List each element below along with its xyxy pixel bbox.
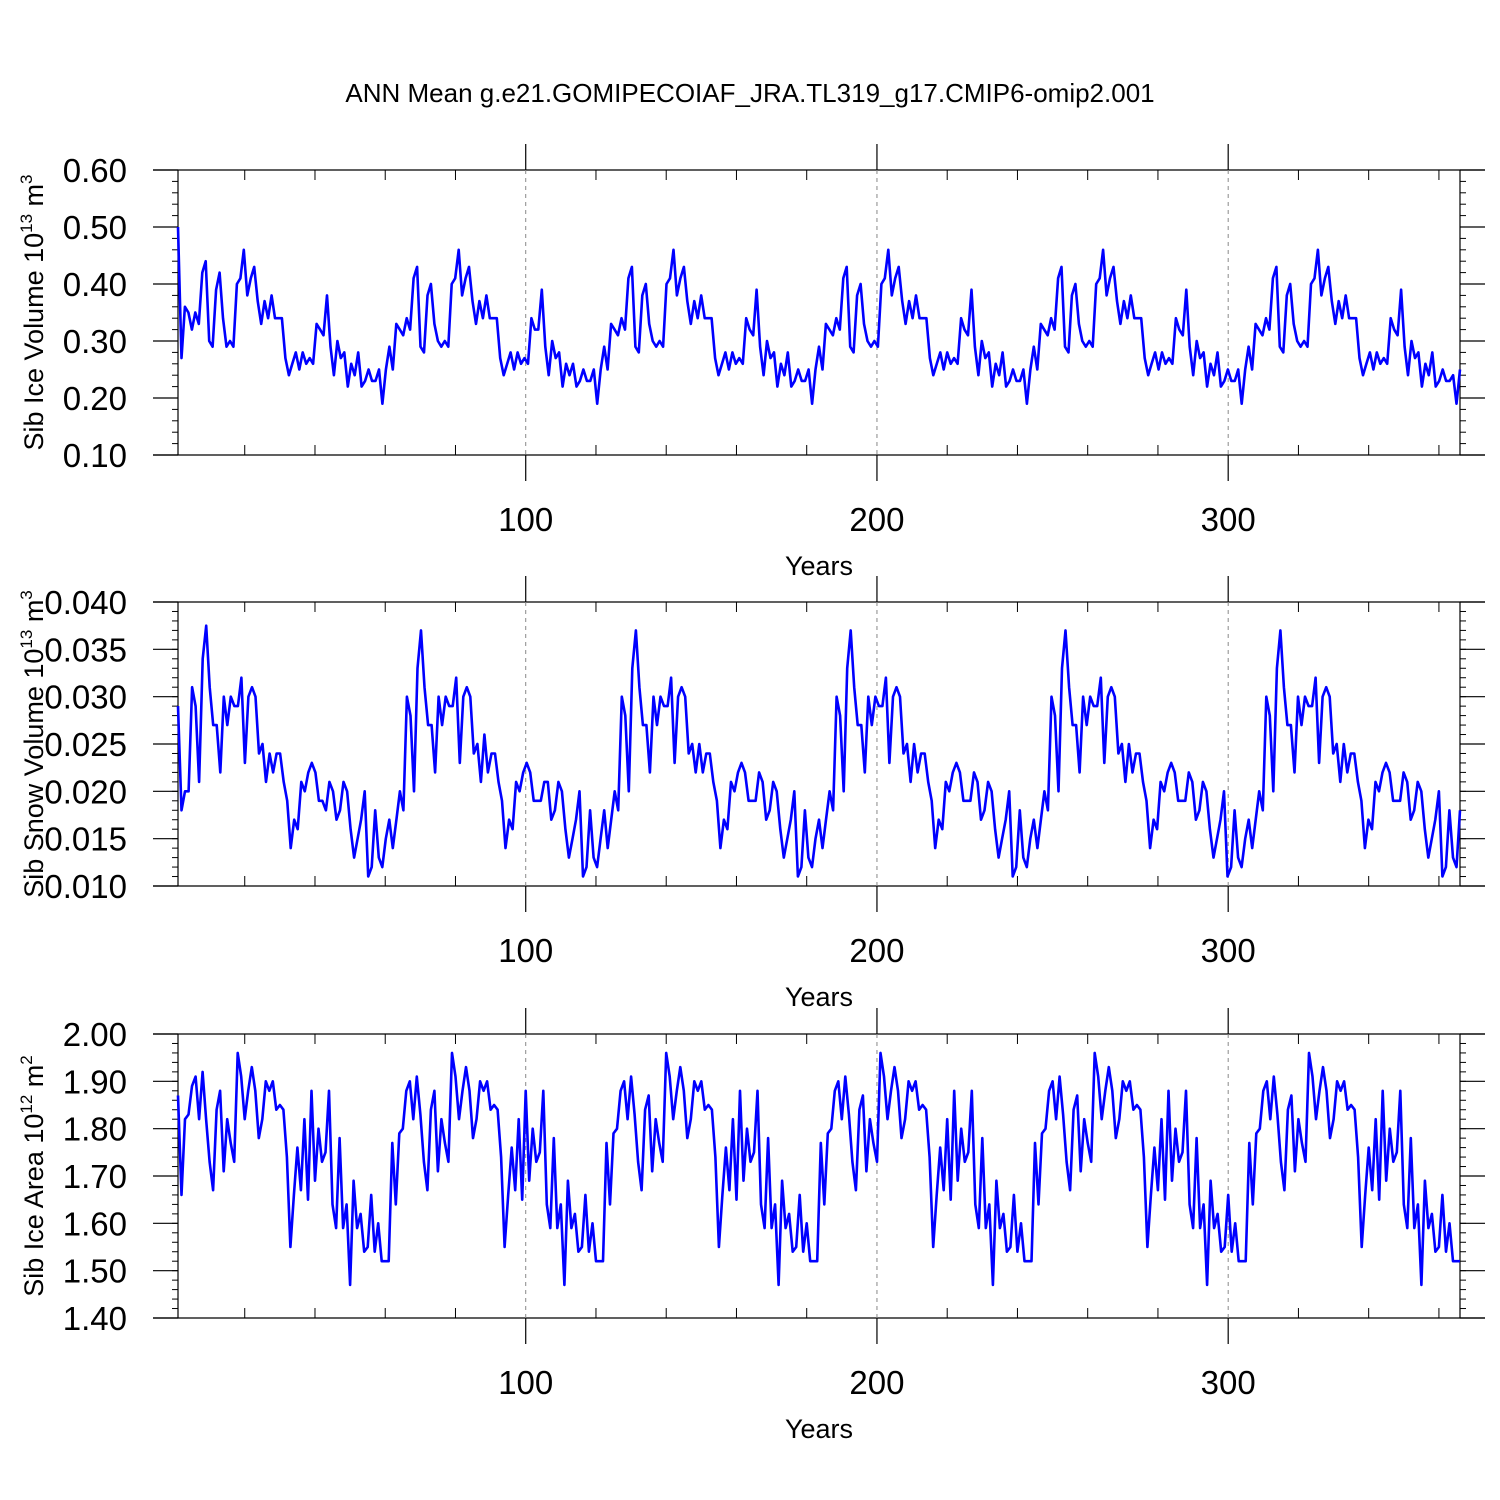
panel-2-y-tick-label: 0.040: [44, 584, 127, 621]
panel-1-x-tick-label: 200: [849, 501, 904, 538]
panel-1-y-tick-label: 0.10: [63, 437, 127, 474]
panel-2-x-axis-title: Years: [785, 982, 853, 1012]
panel-2-y-tick-label: 0.010: [44, 868, 127, 905]
panel-3-y-tick-label: 1.60: [63, 1205, 127, 1242]
panel-1-series-line-1: [176, 226, 1462, 406]
panel-2-y-tick-label: 0.035: [44, 631, 127, 668]
panel-3-y-axis-title: Sib Ice Area 1012 m2: [17, 1055, 49, 1297]
panel-3-series-line-1: [176, 1051, 1460, 1287]
panel-3-y-tick-label: 1.40: [63, 1300, 127, 1337]
panel-1-x-axis-title: Years: [785, 551, 853, 581]
panel-1-x-tick-label: 300: [1201, 501, 1256, 538]
panel-3-x-tick-label: 200: [849, 1364, 904, 1401]
panel-1-y-tick-label: 0.30: [63, 323, 127, 360]
panel-2-x-tick-label: 300: [1201, 932, 1256, 969]
panel-1-y-tick-label: 0.60: [63, 152, 127, 189]
panel-3-y-tick-label: 1.70: [63, 1158, 127, 1195]
panel-3-x-tick-label: 300: [1201, 1364, 1256, 1401]
page-title: ANN Mean g.e21.GOMIPECOIAF_JRA.TL319_g17…: [345, 78, 1155, 108]
panel-2-series-line-1: [176, 624, 1462, 878]
panel-2-x-tick-label: 200: [849, 932, 904, 969]
panel-3-x-axis-title: Years: [785, 1414, 853, 1444]
panel-3-y-tick-label: 2.00: [63, 1016, 127, 1053]
panel-1-y-axis-title: Sib Ice Volume 1013 m3: [17, 174, 49, 450]
panel-1-y-tick-label: 0.50: [63, 209, 127, 246]
panel-3-y-tick-label: 1.80: [63, 1111, 127, 1148]
panel-2-y-tick-label: 0.015: [44, 821, 127, 858]
panel-3-x-tick-label: 100: [498, 1364, 553, 1401]
panel-2-y-tick-label: 0.025: [44, 726, 127, 763]
panel-2-y-tick-label: 0.020: [44, 773, 127, 810]
panel-3-y-tick-label: 1.50: [63, 1253, 127, 1290]
panel-1-y-tick-label: 0.40: [63, 266, 127, 303]
panel-1-x-tick-label: 100: [498, 501, 553, 538]
panel-2-y-axis-title: Sib Snow Volume 1013 m3: [17, 590, 49, 898]
panel-1-y-tick-label: 0.20: [63, 380, 127, 417]
panel-3-y-tick-label: 1.90: [63, 1063, 127, 1100]
panel-2-y-tick-label: 0.030: [44, 679, 127, 716]
panel-2-x-tick-label: 100: [498, 932, 553, 969]
